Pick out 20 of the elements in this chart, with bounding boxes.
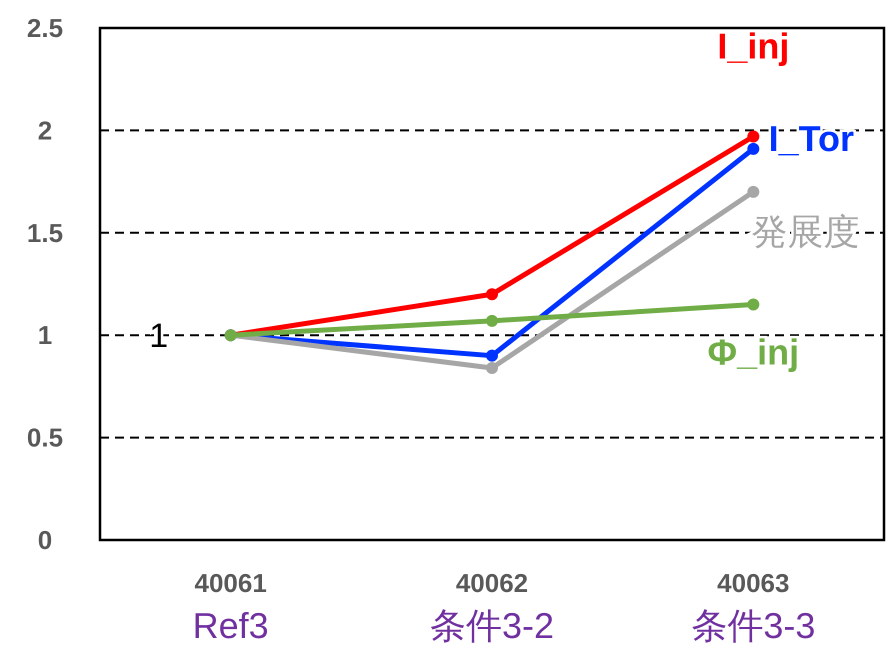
x-tick-label: 40062 条件3-2 bbox=[430, 568, 554, 646]
point bbox=[486, 362, 498, 374]
y-tick-label: 2.5 bbox=[26, 13, 64, 43]
point bbox=[747, 130, 760, 143]
point bbox=[486, 350, 498, 362]
point bbox=[747, 142, 760, 155]
point bbox=[747, 298, 760, 310]
point bbox=[486, 288, 498, 300]
point bbox=[486, 314, 498, 327]
x-tick-label: 40063 条件3-3 bbox=[691, 568, 816, 646]
y-tick-label: 1.5 bbox=[26, 218, 64, 248]
y-tick-label: 2 bbox=[38, 115, 52, 146]
point bbox=[747, 186, 760, 198]
series-label: I_Tor bbox=[768, 118, 854, 159]
y-tick-label: 1 bbox=[38, 320, 52, 350]
x-tick-label: 40061 Ref3 bbox=[192, 568, 269, 646]
series-label: Φ_inj bbox=[708, 331, 800, 372]
y-tick-label: 0 bbox=[38, 525, 52, 555]
y-tick-label: 0.5 bbox=[26, 422, 64, 453]
text: I_inj bbox=[717, 26, 790, 67]
